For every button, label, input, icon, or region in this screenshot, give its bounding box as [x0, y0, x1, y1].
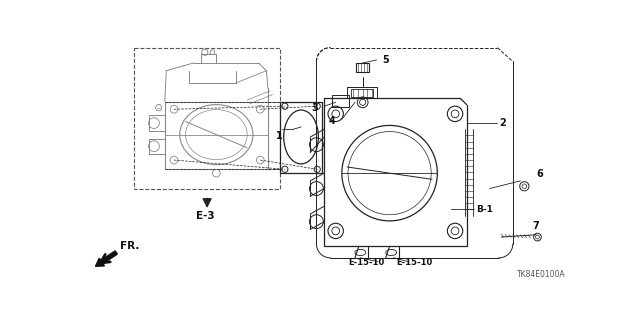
Bar: [332, 95, 349, 107]
Text: 5: 5: [382, 55, 388, 65]
Bar: [356, 63, 369, 72]
FancyArrow shape: [95, 251, 117, 266]
Text: 1: 1: [276, 131, 283, 141]
Bar: [351, 89, 372, 97]
Text: E-15-10: E-15-10: [396, 258, 433, 267]
Text: 4: 4: [329, 116, 336, 126]
Text: E-15-10: E-15-10: [348, 258, 385, 267]
Text: B-1: B-1: [476, 205, 493, 214]
Bar: [134, 48, 280, 188]
Text: 3: 3: [311, 103, 318, 114]
Text: 2: 2: [499, 118, 506, 128]
Text: E-3: E-3: [196, 211, 215, 220]
Text: TK84E0100A: TK84E0100A: [516, 270, 565, 279]
Text: 6: 6: [536, 169, 543, 179]
Text: FR.: FR.: [120, 241, 140, 251]
Text: 7: 7: [532, 221, 539, 231]
